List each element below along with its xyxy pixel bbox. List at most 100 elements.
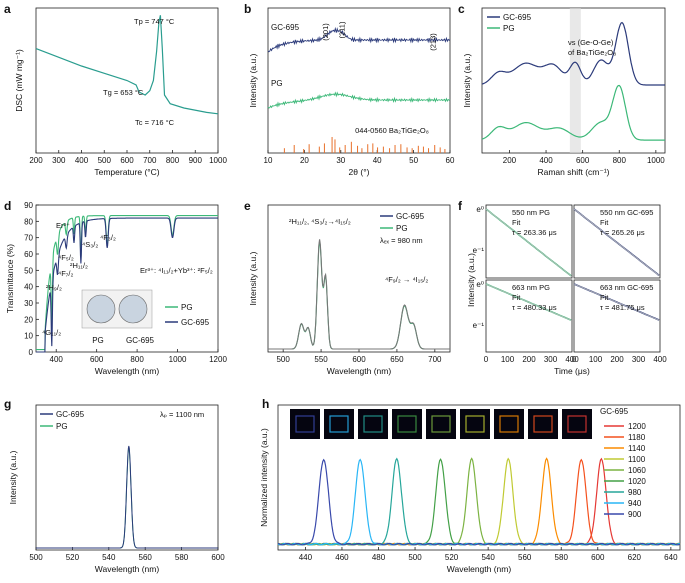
panel-d-x-tick-label: 600 (90, 355, 104, 364)
panel-a-x-tick-label: 800 (166, 156, 180, 165)
panel-f-sub-axes (485, 279, 573, 353)
panel-b-pg-line (267, 91, 451, 109)
panel-b-x-tick-label: 40 (373, 156, 382, 165)
panel-f-tau: τ = 263.36 μs (512, 228, 557, 237)
panel-h-x-tick-label: 620 (628, 553, 642, 562)
panel-d-xlabel: Wavelength (nm) (95, 366, 160, 376)
panel-h-legend-1140: 1140 (628, 444, 646, 453)
panel-d-label-4g112: ⁴G₁₁/₂ (42, 328, 61, 337)
panel-d-y-tick-label: 0 (29, 348, 34, 357)
panel-c-legend-gc695: GC-695 (503, 13, 532, 22)
panel-h-legend-980: 980 (628, 488, 642, 497)
panel-a-x-tick-label: 300 (52, 156, 66, 165)
panel-h-thumbnail (358, 409, 388, 439)
panel-e-x-tick-label: 700 (428, 355, 442, 364)
panel-f-sub-axes (485, 204, 573, 279)
panel-h-thumbnail-glow (499, 415, 519, 433)
panel-b-gc695-label: GC-695 (271, 23, 300, 32)
panel-f-tau: τ = 480.33 μs (512, 303, 557, 312)
panel-a-x-tick-label: 400 (75, 156, 89, 165)
panel-h-x-tick-label: 520 (445, 553, 459, 562)
panel-d-y-tick-label: 20 (24, 315, 33, 324)
panel-h-x-tick-label: 600 (591, 553, 605, 562)
panel-letter-c: c (458, 2, 465, 16)
panel-f-fit-line (485, 208, 572, 277)
panel-d-y-tick-label: 90 (24, 201, 33, 210)
panel-g-ylabel: Intensity (a.u.) (8, 450, 18, 504)
panel-h-x-tick-label: 480 (372, 553, 386, 562)
panel-h-line-1200 (277, 457, 681, 546)
panel-h-legend-1060: 1060 (628, 466, 646, 475)
panel-b-ylabel: Intensity (a.u.) (248, 53, 258, 107)
panel-h-thumbnail-glow (329, 415, 349, 433)
panel-g-xlabel: Wavelength (nm) (95, 564, 160, 574)
panel-d-label-er: Er³⁺ (56, 221, 70, 230)
panel-d-photo-gc-disc (118, 294, 148, 324)
panel-a-x-tick-label: 600 (120, 156, 134, 165)
panel-e-x-tick-label: 500 (276, 355, 290, 364)
panel-letter-e: e (244, 199, 251, 213)
panel-f-x-tick-label: 300 (632, 355, 646, 364)
panel-c-annotation-2: of Ba₂TiGe₂O₈ (568, 48, 616, 57)
panel-d-y-tick-label: 10 (24, 332, 33, 341)
panel-d-photo-label-gc: GC-695 (126, 336, 155, 345)
panel-d-label-4f32: ⁴F₃/₂ (100, 233, 116, 242)
panel-e-label-red: ⁴F₉/₂ → ⁴I₁₅/₂ (385, 275, 428, 284)
panel-letter-f: f (458, 199, 463, 213)
panel-d-label-er-yb: Er³⁺: ⁴I₁₁/₂+Yb³⁺: ²F₅/₂ (140, 266, 213, 275)
panel-e-x-tick-label: 650 (390, 355, 404, 364)
panel-f-x-tick-label: 300 (544, 355, 558, 364)
panel-g-x-tick-label: 540 (102, 553, 116, 562)
panel-h-thumbnail (562, 409, 592, 439)
panel-h-legend-940: 940 (628, 499, 642, 508)
panel-h-x-tick-label: 560 (518, 553, 532, 562)
panel-b-x-tick-label: 20 (300, 156, 309, 165)
panel-f-ytick-e1: e⁻¹ (473, 246, 485, 255)
panel-h-thumbnail (426, 409, 456, 439)
panel-d-y-tick-label: 50 (24, 266, 33, 275)
panel-b-pg-label: PG (271, 79, 283, 88)
panel-b-peak-213: (213) (428, 33, 437, 51)
panel-h-legend-1200: 1200 (628, 422, 646, 431)
panel-c-x-tick-label: 800 (613, 156, 627, 165)
panel-h-thumbnail-glow (533, 415, 553, 433)
panel-a-tc-label: Tc = 716 °C (135, 118, 175, 127)
panel-a-tp-label: Tp = 747 °C (134, 17, 175, 26)
panel-d-label-2h92: ²H₉/₂ (46, 283, 62, 292)
panel-h-legend-1020: 1020 (628, 477, 646, 486)
panel-letter-a: a (4, 2, 11, 16)
panel-f-xlabel: Time (μs) (554, 366, 590, 376)
panel-c-x-tick-label: 600 (576, 156, 590, 165)
panel-h-line-940 (277, 458, 681, 546)
panel-e-xlabel: Wavelength (nm) (327, 366, 392, 376)
panel-h-x-tick-label: 440 (299, 553, 313, 562)
panel-h-thumbnail-glow (363, 415, 383, 433)
panel-d-label-4s32: ⁴S₃/₂ (82, 240, 98, 249)
panel-d-x-tick-label: 1200 (209, 355, 227, 364)
panel-h-line-1020 (277, 458, 681, 546)
panel-g-x-tick-label: 580 (175, 553, 189, 562)
panel-f-x-tick-label: 100 (501, 355, 515, 364)
panel-c-xlabel: Raman shift (cm⁻¹) (537, 167, 609, 177)
panel-f-tau: τ = 481.75 μs (600, 303, 645, 312)
panel-h-line-1140 (278, 457, 681, 546)
panel-f-series-label: 550 nm PG (512, 208, 550, 217)
panel-d-label-4f52: ⁴F₅/₂ (58, 253, 74, 262)
panel-h-x-tick-label: 540 (481, 553, 495, 562)
panel-d-y-tick-label: 70 (24, 234, 33, 243)
panel-h-x-tick-label: 500 (408, 553, 422, 562)
panel-b-axes (267, 7, 451, 154)
panel-e-label-green: ²H₁₁/₂, ⁴S₃/₂→⁴I₁₅/₂ (289, 217, 351, 226)
panel-f-fit-label: Fit (600, 293, 609, 302)
panel-e-lambda: λₑₓ = 980 nm (380, 236, 423, 245)
panel-g-lambda: λₚ = 1100 nm (160, 410, 204, 419)
panel-h-x-tick-label: 640 (664, 553, 678, 562)
panel-f-x-tick-label: 200 (610, 355, 624, 364)
panel-h-thumbnail (460, 409, 490, 439)
panel-a-x-tick-label: 200 (29, 156, 43, 165)
panel-f-fit-label: Fit (512, 293, 521, 302)
panel-f-x-tick-label: 0 (572, 355, 577, 364)
panel-e-gc695-line (268, 239, 450, 350)
panel-e-legend-gc: GC-695 (396, 212, 425, 221)
panel-g-legend-gc: GC-695 (56, 410, 85, 419)
